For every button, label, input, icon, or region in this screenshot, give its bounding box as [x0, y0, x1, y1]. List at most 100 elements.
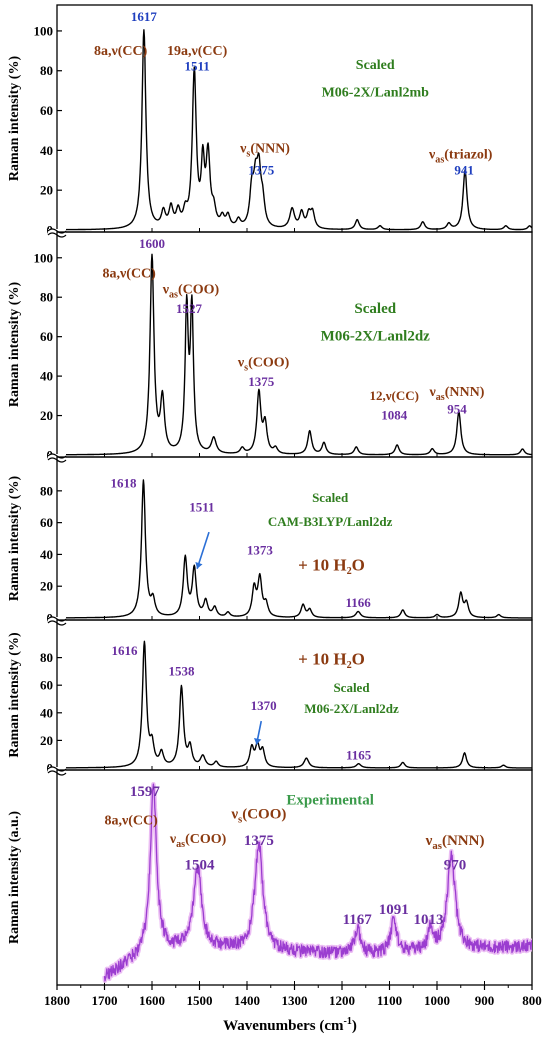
y-tick-label-2-2: 40 [40, 547, 53, 562]
peak-label-0-4: Scaled [356, 58, 395, 73]
x-axis-label: Wavenumbers (cm-1) [223, 1016, 357, 1034]
arrow-shaft-2 [196, 531, 210, 569]
peak-label-1-2: νas(COO) [162, 282, 220, 300]
peak-label-4-8: 970 [444, 857, 467, 873]
x-tick-label-8: 1000 [424, 993, 450, 1008]
peak-label-3-4: M06-2X/Lanl2dz [304, 701, 399, 716]
x-axis: 1800 1700 1600 1500 1400 1300 1200 1100 1000 900 8… [44, 985, 542, 1008]
y-tick-label-0-5: 100 [34, 23, 54, 38]
peak-label-1-10: νas(NNN) [429, 385, 485, 403]
peak-label-4-1: 8a,ν(CC) [104, 814, 158, 829]
y-axis-label-4: Raman intensity (a.u.) [7, 811, 22, 944]
y-tick-label-3-4: 80 [40, 650, 53, 665]
x-tick-label-0: 1800 [44, 993, 70, 1008]
y-tick-label-1-2: 40 [40, 369, 53, 384]
peak-label-4-7: νas(NNN) [425, 833, 485, 852]
peak-label-2-2: CAM-B3LYP/Lanl2dz [268, 514, 393, 529]
arrow-head-2 [195, 561, 203, 569]
y-axis-label-3: Raman intensity (%) [7, 632, 22, 758]
peak-label-3-0: 1616 [111, 643, 138, 658]
x-tick-label-1: 1700 [92, 993, 118, 1008]
y-tick-label-0-1: 20 [40, 183, 53, 198]
y-tick-label-0-4: 80 [40, 63, 53, 78]
peak-label-0-0: 1617 [131, 9, 158, 24]
spectrum-line-2 [57, 479, 532, 619]
peak-label-1-5: M06-2X/Lanl2dz [321, 329, 431, 345]
panel-1: 020406080100Raman intensity (%)16008a,ν(… [7, 231, 533, 463]
spectrum-line-3 [57, 640, 532, 769]
peak-label-1-8: 12,ν(CC) [370, 388, 420, 403]
x-tick-label-6: 1200 [329, 993, 355, 1008]
peak-label-4-0: 1597 [130, 784, 161, 800]
peak-label-0-8: νas(triazol) [428, 147, 493, 165]
y-tick-label-3-3: 60 [40, 678, 53, 693]
peak-label-4-2: Experimental [286, 792, 374, 808]
peak-label-0-6: νs(NNN) [239, 141, 290, 159]
peak-label-2-5: + 10 H₂O [298, 555, 365, 574]
y-axis-label-0: Raman intensity (%) [7, 56, 22, 182]
chart-panels: 020406080100Raman intensity (%)16178a,ν(… [7, 4, 533, 986]
peak-label-3-6: 1165 [346, 748, 372, 763]
peak-label-4-10: 1091 [379, 902, 409, 918]
peak-label-2-3: 1511 [189, 500, 214, 515]
peak-label-0-7: 1375 [248, 162, 275, 177]
peak-label-0-9: 941 [454, 162, 474, 177]
spectrum-glow-4 [102, 781, 532, 983]
y-tick-label-0-2: 40 [40, 143, 53, 158]
panel-0: 020406080100Raman intensity (%)16178a,ν(… [7, 4, 533, 238]
peak-label-1-0: 1600 [139, 236, 165, 251]
y-tick-label-1-4: 80 [40, 290, 53, 305]
peak-label-0-3: 1511 [184, 59, 209, 74]
x-tick-label-4: 1400 [234, 993, 260, 1008]
panel-4: Raman intensity (a.u.) 1597 8a,ν(CC) Experi… [7, 769, 533, 986]
peak-label-1-7: 1375 [248, 374, 275, 389]
y-tick-label-2-1: 20 [40, 579, 53, 594]
peak-label-4-11: 1013 [413, 912, 443, 928]
spectrum-line-4 [103, 783, 532, 982]
y-tick-label-3-2: 40 [40, 705, 53, 720]
peak-label-3-3: Scaled [333, 680, 370, 695]
panel-2: 020406080Raman intensity (%)1618ScaledCA… [7, 456, 533, 626]
peak-label-3-1: 1538 [168, 664, 195, 679]
x-tick-label-9: 900 [475, 993, 495, 1008]
peak-label-0-1: 8a,ν(CC) [94, 44, 148, 59]
peak-label-1-3: 1527 [176, 301, 203, 316]
y-tick-label-1-3: 60 [40, 329, 53, 344]
peak-label-1-1: 8a,ν(CC) [103, 267, 157, 282]
arrow-head-3 [253, 738, 262, 745]
peak-label-0-2: 19a,ν(CC) [167, 44, 228, 59]
peak-label-2-0: 1618 [111, 476, 138, 491]
peak-label-1-9: 1084 [381, 408, 408, 423]
peak-label-3-5: 1370 [251, 698, 277, 713]
y-tick-label-1-1: 20 [40, 408, 53, 423]
peak-label-0-5: M06-2X/Lanl2mb [322, 86, 430, 101]
y-tick-label-3-1: 20 [40, 733, 53, 748]
spectrum-line-0 [57, 29, 532, 231]
peak-label-1-4: Scaled [354, 301, 396, 317]
x-tick-label-2: 1600 [139, 993, 165, 1008]
peak-label-4-5: νas(COO) [169, 832, 227, 850]
peak-label-1-6: νs(COO) [237, 355, 290, 373]
peak-label-4-3: νs(COO) [230, 807, 286, 826]
y-tick-label-2-4: 80 [40, 483, 53, 498]
x-tick-label-5: 1300 [282, 993, 308, 1008]
x-tick-label-10: 800 [522, 993, 542, 1008]
peak-label-4-6: 1504 [185, 857, 216, 873]
y-axis-label-1: Raman intensity (%) [7, 282, 22, 408]
peak-label-3-2: + 10 H₂O [298, 650, 365, 669]
y-tick-label-1-5: 100 [34, 250, 54, 265]
peak-label-1-11: 954 [447, 402, 467, 417]
peak-label-2-4: 1373 [247, 542, 274, 557]
x-tick-label-7: 1100 [377, 993, 402, 1008]
panel-frame-0 [56, 4, 533, 233]
peak-label-4-9: 1167 [343, 912, 373, 928]
peak-label-2-1: Scaled [312, 490, 349, 505]
peak-label-2-6: 1166 [346, 595, 372, 610]
y-tick-label-0-3: 60 [40, 103, 53, 118]
spectrum-line-1 [57, 253, 532, 456]
y-tick-label-2-3: 60 [40, 515, 53, 530]
x-tick-label-3: 1500 [187, 993, 213, 1008]
peak-label-4-4: 1375 [244, 833, 274, 849]
